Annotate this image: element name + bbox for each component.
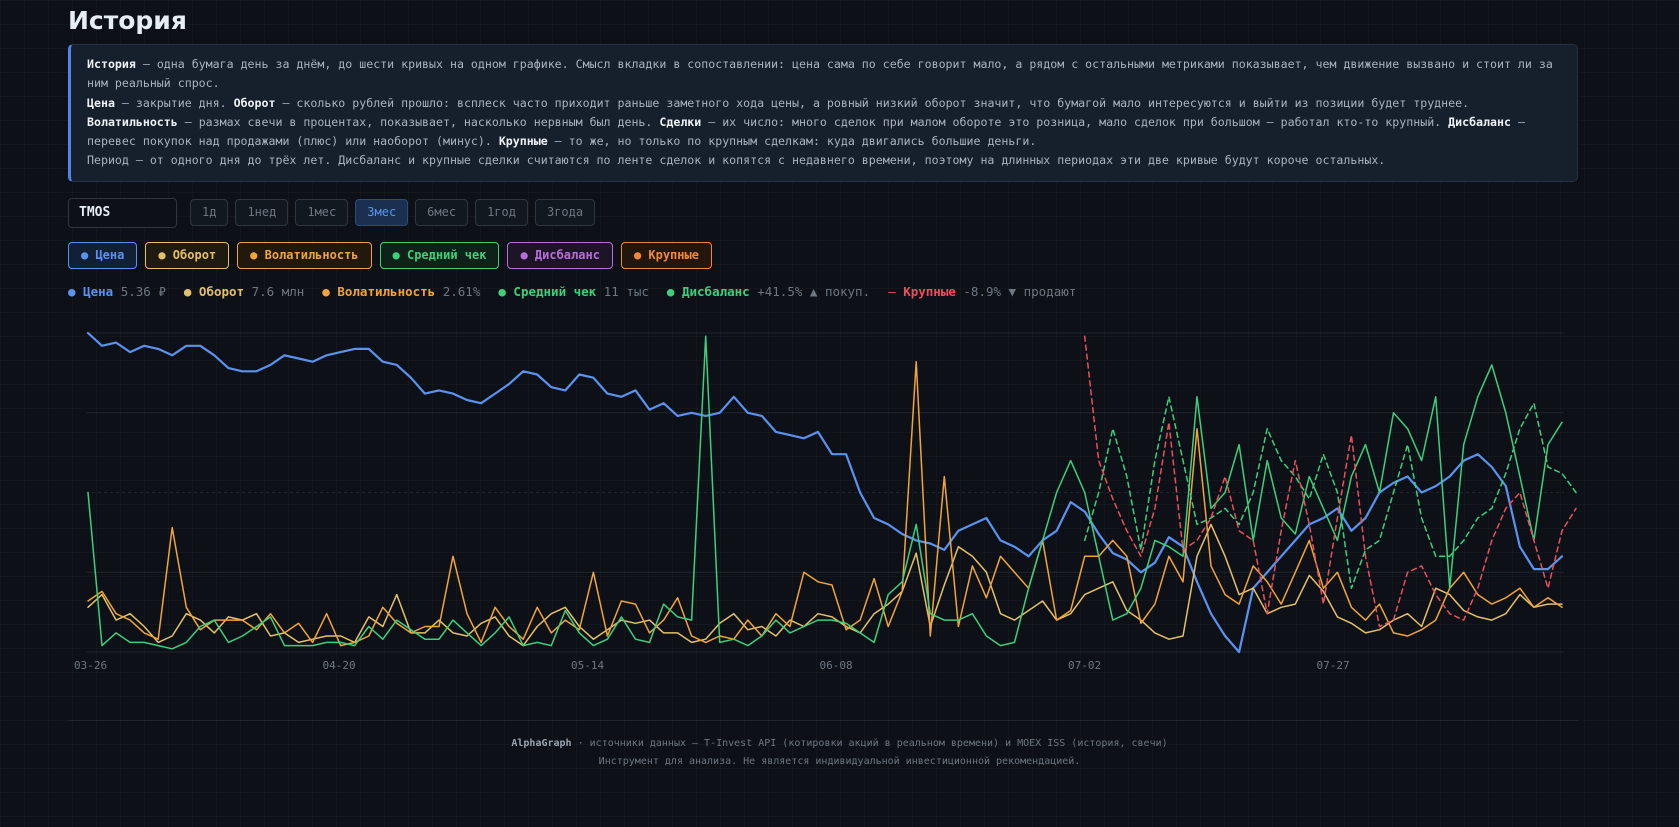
legend-value: 5.36 ₽: [113, 284, 166, 299]
legend-bullet: ●: [498, 284, 514, 299]
x-tick-label: 07-27: [1317, 659, 1350, 672]
legend-bullet: ●: [68, 284, 84, 299]
period-button-3мес[interactable]: 3мес: [355, 199, 409, 226]
footer-disclaimer: Инструмент для анализа. Не является инди…: [598, 756, 1081, 767]
period-button-1нед[interactable]: 1нед: [235, 199, 289, 226]
legend-name: Оборот: [198, 284, 245, 299]
x-tick-label: 06-08: [820, 659, 853, 672]
legend-bullet: —: [888, 284, 904, 299]
legend-value: -8.9% ▼ продают: [955, 284, 1077, 299]
series-line-1: [87, 523, 1563, 647]
ticker-input[interactable]: TMOS: [68, 198, 177, 228]
legend-item: ● Цена 5.36 ₽: [68, 284, 166, 299]
period-selector: 1д 1нед 1мес 3мес 6мес 1год 3года: [190, 199, 596, 226]
period-button-6мес[interactable]: 6мес: [415, 199, 469, 226]
series-toggle-4[interactable]: ● Дисбаланс: [507, 242, 613, 269]
footer-divider: [68, 720, 1578, 721]
x-tick-label: 05-14: [571, 659, 604, 672]
series-toggle-5[interactable]: ● Крупные: [620, 242, 712, 269]
series-line-2: [87, 360, 1563, 647]
history-chart: 03-26 04-20 05-14 06-08 07-02 07-27: [74, 331, 1577, 672]
legend-bullet: ●: [322, 284, 338, 299]
period-button-1мес[interactable]: 1мес: [295, 199, 349, 226]
footer-brand: AlphaGraph: [511, 738, 572, 749]
legend-item: ● Волатильность 2.61%: [322, 284, 480, 299]
legend-value: 11 тыс: [596, 284, 649, 299]
series-line-0: [86, 331, 1564, 654]
legend-value: +41.5% ▲ покуп.: [749, 284, 871, 299]
x-tick-label: 03-26: [74, 659, 107, 672]
legend-bullet: ●: [183, 284, 199, 299]
series-toggle-0[interactable]: ● Цена: [68, 242, 138, 269]
legend-item: ● Средний чек 11 тыс: [498, 284, 649, 299]
series-toggle-1[interactable]: ● Оборот: [145, 242, 230, 269]
legend-value: 7.6 млн: [244, 284, 305, 299]
period-button-3года[interactable]: 3года: [534, 199, 596, 226]
legend-item: ● Оборот 7.6 млн: [184, 284, 304, 299]
series-line-5: [1083, 335, 1577, 628]
series-toggle-2[interactable]: ● Волатильность: [237, 242, 372, 269]
legend-item: ● Дисбаланс +41.5% ▲ покуп.: [667, 284, 870, 299]
period-button-1д[interactable]: 1д: [190, 199, 229, 226]
x-tick-label: 07-02: [1068, 659, 1101, 672]
info-panel: История — одна бумага день за днём, до ш…: [68, 44, 1578, 182]
series-line-4: [1083, 396, 1577, 589]
footer-sources: AlphaGraph · источники данных — T-Invest…: [511, 738, 1168, 749]
legend-value: 2.61%: [435, 284, 481, 299]
series-toggles: ● Цена ● Оборот ● Волатильность ● Средний ч…: [68, 242, 712, 269]
page-title: История: [68, 6, 187, 35]
legend-item: — Крупные -8.9% ▼ продают: [888, 284, 1076, 299]
period-button-1год[interactable]: 1год: [475, 199, 528, 226]
chart-legend: ● Цена 5.36 ₽ ● Оборот 7.6 млн ● Волатильн…: [68, 284, 1094, 299]
legend-name: Волатильность: [337, 284, 436, 299]
legend-name: Дисбаланс: [681, 284, 750, 299]
series-line-3: [87, 335, 1563, 650]
legend-bullet: ●: [666, 284, 682, 299]
legend-name: Цена: [83, 284, 114, 299]
series-toggle-3[interactable]: ● Средний чек: [379, 242, 500, 269]
legend-name: Крупные: [903, 284, 956, 299]
x-tick-label: 04-20: [323, 659, 356, 672]
legend-name: Средний чек: [513, 284, 597, 299]
